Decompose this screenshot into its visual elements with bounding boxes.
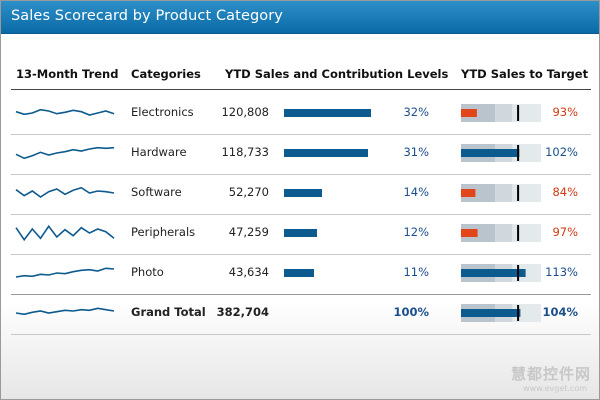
sales-value: 43,634 [228,265,269,279]
contribution-percent: 14% [403,185,429,199]
row-separator [11,214,591,215]
target-bullet-chart [461,144,541,162]
sales-value: 382,704 [216,305,269,319]
contribution-bar [284,149,368,157]
bullet-measure [461,229,478,237]
category-label: Software [131,185,182,199]
target-percent: 113% [545,265,578,279]
bullet-band [512,224,541,242]
bullet-measure [461,149,520,157]
bullet-band [495,104,513,122]
header-target: YTD Sales to Target [461,67,589,81]
target-bullet-chart [461,104,541,122]
header-categories: Categories [131,67,201,81]
trend-line [15,146,115,160]
sales-value: 118,733 [221,145,269,159]
target-percent: 104% [542,305,578,319]
grand-total-label: Grand Total [131,305,206,319]
contribution-percent: 31% [403,145,429,159]
contribution-percent: 12% [403,225,429,239]
bullet-band [461,224,496,242]
trend-sparkline [15,186,115,198]
trend-sparkline [15,146,115,160]
bullet-target-marker [517,145,520,161]
trend-line [15,108,115,116]
target-percent: 84% [552,185,578,199]
bullet-target-marker [517,265,520,281]
target-percent: 102% [545,145,578,159]
bullet-target-marker [517,305,520,321]
category-label: Photo [131,265,164,279]
bullet-band [461,104,496,122]
trend-line [15,186,115,198]
bullet-measure [461,269,526,277]
header-contribution: YTD Sales and Contribution Levels [225,67,449,81]
row-separator [11,334,591,335]
watermark: 慧都控件网 [510,365,591,383]
bullet-measure [461,189,476,197]
contribution-percent: 100% [393,305,429,319]
target-bullet-chart [461,184,541,202]
contribution-percent: 32% [403,105,429,119]
target-bullet-chart [461,264,541,282]
trend-sparkline [15,267,115,278]
contribution-percent: 11% [403,265,429,279]
header-rule [11,89,591,90]
row-separator [11,254,591,255]
target-bullet-chart [461,304,541,322]
trend-line [15,307,115,316]
watermark-url: www.evget.com [523,384,587,393]
target-percent: 93% [552,105,578,119]
sales-value: 47,259 [228,225,269,239]
header-trend: 13-Month Trend [16,67,119,81]
bullet-target-marker [517,105,520,121]
trend-sparkline [15,224,115,242]
bullet-band [495,224,513,242]
trend-sparkline [15,307,115,316]
bullet-band [495,184,513,202]
bullet-band [512,104,541,122]
bullet-band [512,264,541,282]
bullet-band [512,184,541,202]
contribution-bar [284,109,371,117]
contribution-bar [284,229,317,237]
trend-line [15,224,115,242]
bullet-band [512,144,541,162]
trend-sparkline [15,108,115,116]
contribution-bar [284,269,314,277]
category-label: Peripherals [131,225,196,239]
row-separator [11,174,591,175]
bullet-measure [461,109,477,117]
bullet-band [512,304,541,322]
contribution-bar [284,189,322,197]
bullet-measure [461,309,521,317]
page-title: Sales Scorecard by Product Category [11,8,283,24]
bullet-target-marker [517,225,520,241]
category-label: Electronics [131,105,194,119]
row-separator [11,134,591,135]
bullet-target-marker [517,185,520,201]
title-bar: Sales Scorecard by Product Category [1,1,599,34]
sales-value: 120,808 [221,105,269,119]
bullet-band [461,184,496,202]
category-label: Hardware [131,145,187,159]
trend-line [15,267,115,278]
target-bullet-chart [461,224,541,242]
row-separator [11,294,591,295]
sales-value: 52,270 [228,185,269,199]
target-percent: 97% [552,225,578,239]
